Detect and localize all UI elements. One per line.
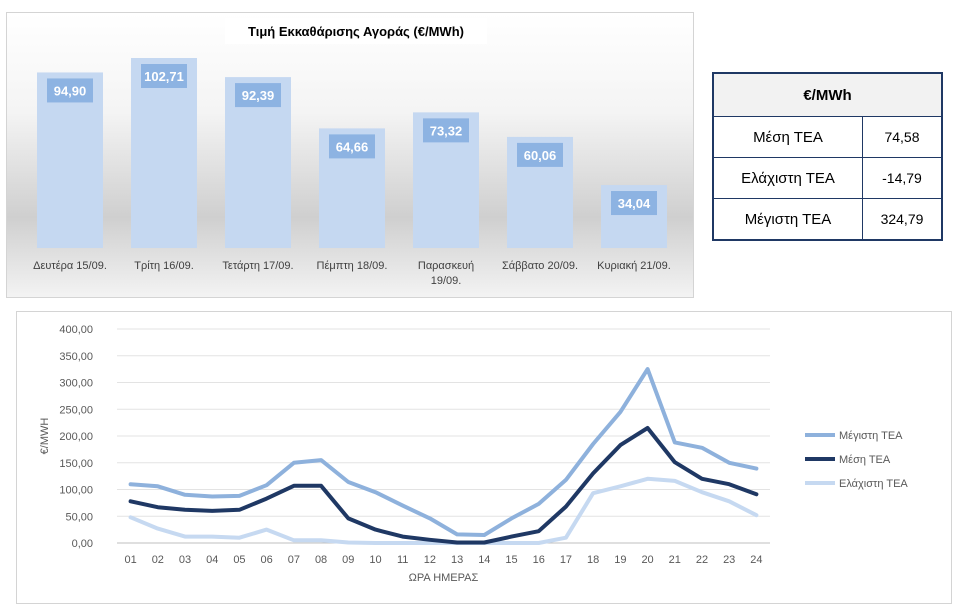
stats-label: Μέγιστη ΤΕΑ	[712, 198, 863, 241]
x-tick-label: 22	[696, 554, 708, 566]
y-tick-label: 400,00	[59, 324, 93, 336]
series-line	[128, 426, 759, 545]
x-tick-label: 02	[152, 554, 164, 566]
x-tick-label: 20	[641, 554, 653, 566]
stats-row-avg: Μέση ΤΕΑ 74,58	[712, 116, 943, 158]
x-tick-label: 24	[750, 554, 762, 566]
bar-category-label: Κυριακή 21/09.	[597, 260, 671, 272]
bar-chart-title: Τιμή Εκκαθάρισης Αγοράς (€/MWh)	[248, 24, 464, 39]
x-tick-label: 14	[478, 554, 490, 566]
x-tick-label: 17	[560, 554, 572, 566]
bar-value-label-box	[235, 83, 281, 108]
series-line	[128, 367, 759, 537]
stats-label: Μέση ΤΕΑ	[712, 116, 863, 158]
stats-value: 74,58	[862, 116, 943, 158]
x-tick-label: 13	[451, 554, 463, 566]
stats-row-min: Ελάχιστη ΤΕΑ -14,79	[712, 157, 943, 199]
stats-value: -14,79	[862, 157, 943, 199]
y-tick-label: 50,00	[65, 511, 93, 523]
x-tick-label: 10	[369, 554, 381, 566]
bar-chart-panel: Τιμή Εκκαθάρισης Αγοράς (€/MWh) 94,90 Δευ…	[6, 12, 694, 298]
x-tick-label: 16	[533, 554, 545, 566]
x-tick-label: 23	[723, 554, 735, 566]
stats-table: €/MWh Μέση ΤΕΑ 74,58 Ελάχιστη ΤΕΑ -14,79…	[712, 72, 943, 241]
x-tick-label: 01	[124, 554, 136, 566]
bar-value-label: 92,39	[242, 88, 275, 103]
x-tick-label: 09	[342, 554, 354, 566]
y-tick-label: 100,00	[59, 485, 93, 497]
bar-value-label-box	[329, 134, 375, 159]
x-tick-label: 08	[315, 554, 327, 566]
stats-value: 324,79	[862, 198, 943, 241]
x-tick-label: 21	[669, 554, 681, 566]
line-chart: 0,00 50,00 100,00 150,00 200,00 250,00 300,00 3…	[39, 324, 908, 584]
bar-value-label-box	[47, 78, 93, 103]
bar	[131, 58, 197, 248]
line-chart-panel: 0,00 50,00 100,00 150,00 200,00 250,00 300,00 3…	[16, 311, 952, 604]
x-tick-label: 04	[206, 554, 218, 566]
bar-value-label: 60,06	[524, 148, 557, 163]
x-tick-label: 07	[288, 554, 300, 566]
y-tick-label: 350,00	[59, 351, 93, 363]
bar-value-label: 64,66	[336, 139, 369, 154]
bar-category-label: Σάββατο 20/09.	[502, 260, 578, 272]
x-tick-label: 18	[587, 554, 599, 566]
bar-value-label-box	[517, 142, 563, 167]
x-tick-label: 03	[179, 554, 191, 566]
legend-label: Ελάχιστη ΤΕΑ	[839, 478, 908, 490]
bar-chart: Τιμή Εκκαθάρισης Αγοράς (€/MWh) 94,90 Δευ…	[33, 18, 671, 287]
bar-value-label: 34,04	[618, 196, 651, 211]
x-tick-label: 06	[261, 554, 273, 566]
x-tick-label: 15	[505, 554, 517, 566]
bar-chart-title-box	[225, 18, 487, 44]
bar-value-label-box	[141, 64, 187, 88]
x-axis-title: ΩΡΑ ΗΜΕΡΑΣ	[409, 572, 479, 584]
bar-category-label: Τετάρτη 17/09.	[222, 260, 293, 272]
y-axis-title: €/MWH	[39, 418, 51, 455]
bar-category-label: 19/09.	[431, 275, 462, 287]
y-tick-label: 0,00	[72, 538, 93, 550]
bar-category-label: Τρίτη 16/09.	[134, 260, 194, 272]
bar-value-label: 73,32	[430, 123, 463, 138]
legend-label: Μέγιστη ΤΕΑ	[839, 430, 903, 442]
bar-category-label: Παρασκευή	[418, 260, 474, 272]
y-tick-label: 150,00	[59, 458, 93, 470]
x-tick-label: 19	[614, 554, 626, 566]
legend-label: Μέση ΤΕΑ	[839, 454, 891, 466]
bar-value-label-box	[423, 118, 469, 143]
x-tick-label: 05	[233, 554, 245, 566]
y-tick-label: 300,00	[59, 378, 93, 390]
x-tick-label: 12	[424, 554, 436, 566]
y-tick-label: 250,00	[59, 404, 93, 416]
stats-header: €/MWh	[712, 72, 943, 117]
stats-row-max: Μέγιστη ΤΕΑ 324,79	[712, 198, 943, 241]
bar-value-label: 102,71	[144, 69, 184, 84]
bar-category-label: Δευτέρα 15/09.	[33, 260, 107, 272]
bar-category-label: Πέμπτη 18/09.	[317, 260, 388, 272]
x-tick-label: 11	[397, 554, 408, 566]
stats-label: Ελάχιστη ΤΕΑ	[712, 157, 863, 199]
bar-value-label: 94,90	[54, 83, 87, 98]
bar-value-label-box	[611, 191, 657, 216]
y-tick-label: 200,00	[59, 431, 93, 443]
